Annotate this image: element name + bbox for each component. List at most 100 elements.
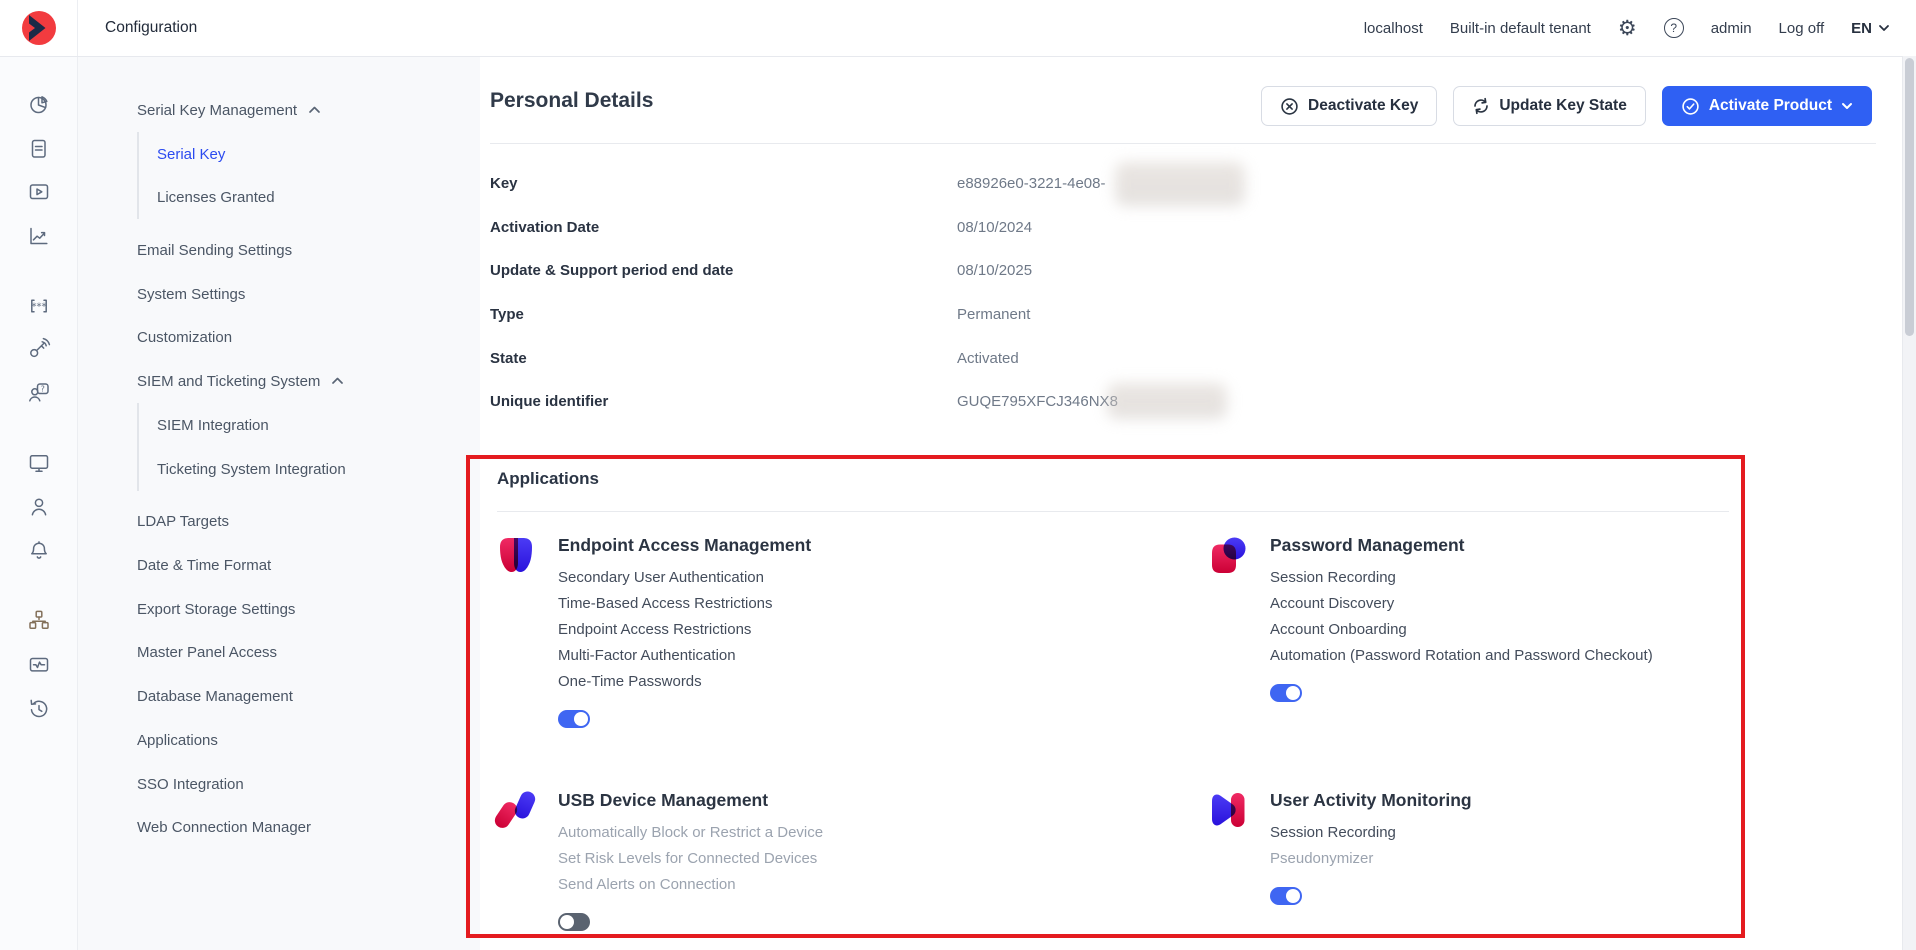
brand-logo-icon <box>21 11 56 45</box>
sidebar-item-siem-and-ticketing-system[interactable]: SIEM and Ticketing System <box>137 370 344 392</box>
deactivate-key-label: Deactivate Key <box>1308 97 1419 114</box>
application-toggle-on[interactable] <box>558 710 590 728</box>
application-feature: Account Onboarding <box>1270 621 1407 638</box>
svg-text:?: ? <box>41 384 45 393</box>
sidebar-item-ldap-targets[interactable]: LDAP Targets <box>137 510 229 532</box>
language-label: EN <box>1851 19 1872 37</box>
icon-rail: ***? <box>0 56 78 950</box>
detail-label: Key <box>490 175 518 192</box>
top-bar: Configuration localhost Built-in default… <box>0 0 1916 57</box>
application-toggle-on[interactable] <box>1270 887 1302 905</box>
detail-label: Unique identifier <box>490 393 609 410</box>
language-selector[interactable]: EN <box>1851 20 1890 37</box>
sidebar-item-sso-integration[interactable]: SSO Integration <box>137 773 244 795</box>
chevron-up-icon <box>309 106 320 113</box>
detail-label: State <box>490 350 527 367</box>
update-key-state-button[interactable]: Update Key State <box>1453 86 1646 126</box>
application-card-pm: Password Management Session Recording Acco… <box>1206 533 1851 702</box>
x-circle-icon <box>1280 97 1299 116</box>
application-title: User Activity Monitoring <box>1270 790 1472 810</box>
sidebar-item-label: Customization <box>137 328 233 346</box>
application-feature: Endpoint Access Restrictions <box>558 621 752 638</box>
check-circle-icon <box>1681 97 1700 116</box>
video-icon[interactable] <box>27 180 51 204</box>
application-feature: One-Time Passwords <box>558 673 702 690</box>
sidebar-item-licenses-granted[interactable]: Licenses Granted <box>157 186 275 208</box>
document-icon[interactable] <box>27 137 51 161</box>
chevron-down-icon <box>1879 25 1889 31</box>
host-label: localhost <box>1363 19 1423 37</box>
application-toggle-off[interactable] <box>558 913 590 931</box>
application-feature: Send Alerts on Connection <box>558 876 736 893</box>
action-buttons: Deactivate Key Update Key State Activate… <box>1261 86 1872 126</box>
sidebar-item-master-panel-access[interactable]: Master Panel Access <box>137 641 277 663</box>
section-heading: Personal Details <box>490 89 654 112</box>
application-card-uam: User Activity Monitoring Session Recordin… <box>1206 788 1851 905</box>
sidebar-item-label: LDAP Targets <box>137 512 229 530</box>
pm-app-icon <box>1206 533 1250 577</box>
user-menu[interactable]: admin <box>1710 19 1752 37</box>
vertical-scrollbar[interactable] <box>1902 56 1916 950</box>
sidebar-item-export-storage-settings[interactable]: Export Storage Settings <box>137 598 295 620</box>
help-icon[interactable]: ? <box>1663 18 1684 38</box>
sidebar-item-database-management[interactable]: Database Management <box>137 685 293 707</box>
application-feature: Set Risk Levels for Connected Devices <box>558 850 818 867</box>
activate-product-button[interactable]: Activate Product <box>1661 86 1872 126</box>
application-feature: Session Recording <box>1270 569 1396 586</box>
sidebar-item-label: Master Panel Access <box>137 643 278 661</box>
detail-value: 08/10/2025 <box>957 262 1033 279</box>
applications-heading: Applications <box>497 469 600 488</box>
sidebar-item-applications[interactable]: Applications <box>137 729 218 751</box>
gear-icon[interactable]: ⚙ <box>1617 16 1637 40</box>
chevron-up-icon <box>332 377 344 384</box>
svg-text:***: *** <box>32 302 47 313</box>
usb-app-icon <box>494 788 538 832</box>
sidebar-item-label: Licenses Granted <box>157 188 275 206</box>
redacted-blur <box>1107 383 1227 419</box>
sidebar-item-label: Date & Time Format <box>137 556 272 574</box>
application-feature: Session Recording <box>1270 824 1396 841</box>
logoff-link[interactable]: Log off <box>1778 19 1825 37</box>
monitor-icon[interactable] <box>27 451 51 475</box>
sidebar-item-label: System Settings <box>137 285 246 303</box>
sidebar-item-label: Web Connection Manager <box>137 818 311 836</box>
toggle-knob <box>560 915 574 929</box>
key-icon[interactable] <box>27 337 51 361</box>
sidebar-item-label: Database Management <box>137 687 293 705</box>
detail-value: Permanent <box>957 306 1031 323</box>
application-feature: Pseudonymizer <box>1270 850 1374 867</box>
sitemap-icon[interactable] <box>27 608 51 632</box>
sidebar-item-siem-integration[interactable]: SIEM Integration <box>157 414 269 436</box>
application-feature: Automatically Block or Restrict a Device <box>558 824 824 841</box>
sidebar-item-serial-key[interactable]: Serial Key <box>157 143 225 165</box>
health-icon[interactable] <box>27 653 51 677</box>
app-logo[interactable] <box>0 0 78 56</box>
history-icon[interactable] <box>27 697 51 721</box>
chevron-down-icon <box>1841 102 1853 110</box>
user-icon[interactable] <box>27 495 51 519</box>
tenant-selector[interactable]: Built-in default tenant <box>1449 19 1591 37</box>
deactivate-key-button[interactable]: Deactivate Key <box>1261 86 1438 126</box>
application-toggle-on[interactable] <box>1270 684 1302 702</box>
sidebar-item-email-sending-settings[interactable]: Email Sending Settings <box>137 239 292 261</box>
sidebar-item-ticketing-system-integration[interactable]: Ticketing System Integration <box>157 458 346 480</box>
detail-value: GUQE795XFCJ346NX8 <box>957 393 1118 410</box>
application-feature: Time-Based Access Restrictions <box>558 595 773 612</box>
line-chart-icon[interactable] <box>27 224 51 248</box>
settings-nav: Serial Key Management Serial Key Licenses … <box>78 56 480 950</box>
sidebar-item-customization[interactable]: Customization <box>137 326 232 348</box>
sidebar-item-label: Serial Key Management <box>137 101 298 119</box>
sidebar-item-serial-key-management[interactable]: Serial Key Management <box>137 99 321 121</box>
scrollbar-thumb[interactable] <box>1905 58 1914 336</box>
bell-icon[interactable] <box>27 539 51 563</box>
sidebar-item-date-time-format[interactable]: Date & Time Format <box>137 554 271 576</box>
user-question-icon[interactable]: ? <box>27 381 51 405</box>
application-title: Password Management <box>1270 535 1465 555</box>
sidebar-item-web-connection-manager[interactable]: Web Connection Manager <box>137 816 311 838</box>
sidebar-item-label: Applications <box>137 731 218 749</box>
toggle-knob <box>1286 889 1300 903</box>
password-icon[interactable]: *** <box>27 294 51 318</box>
nav-group-line <box>137 132 139 219</box>
sidebar-item-system-settings[interactable]: System Settings <box>137 283 245 305</box>
pie-chart-icon[interactable] <box>27 93 51 117</box>
